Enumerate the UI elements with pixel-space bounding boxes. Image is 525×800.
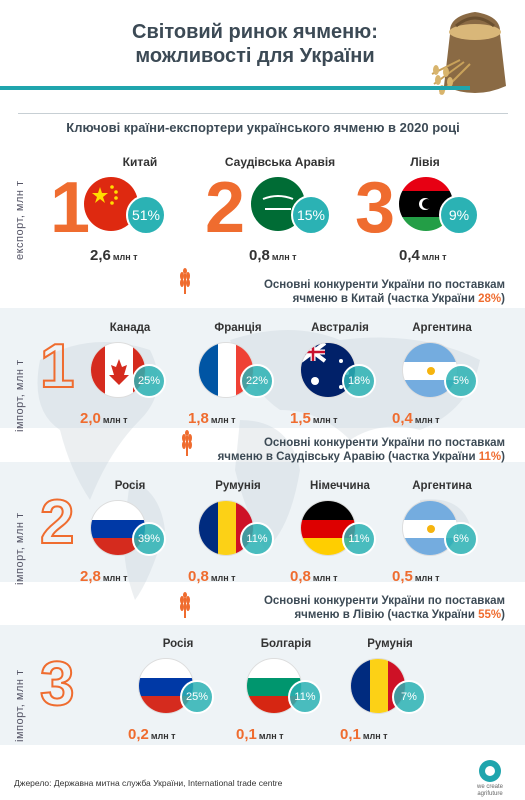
competitor-romania: Румунія 11% 0,8 млн т <box>188 480 288 590</box>
competitor-bulgaria: Болгарія 11% 0,1 млн т <box>236 638 336 748</box>
barley-sack-icon <box>431 12 506 95</box>
competitor-name: Росія <box>162 638 194 650</box>
competitor-france: Франція 22% 1,8 млн т <box>188 322 288 432</box>
title-line-1: Світовий ринок ячменю: <box>132 21 378 43</box>
competitor-name: Румунія <box>367 638 413 650</box>
market-1-rank: 1 <box>39 331 76 402</box>
import-volume: 0,1 млн т <box>236 726 284 743</box>
competitor-name: Канада <box>109 322 151 334</box>
import-axis-label-1: імпорт, млн т <box>14 359 26 432</box>
competitor-name: Румунія <box>215 480 261 492</box>
logo-text: we create agrifuture <box>476 784 503 797</box>
market-1-title: Основні конкуренти України по поставкам … <box>263 279 505 305</box>
import-volume: 0,2 млн т <box>128 726 176 743</box>
section-subtitle: Ключові країни-експортери українського я… <box>66 120 460 135</box>
share-badge: 18% <box>342 364 376 398</box>
share-badge: 11% <box>342 522 376 556</box>
russia-flag-icon <box>90 500 146 556</box>
wheat-icon <box>182 430 192 456</box>
import-volume: 0,5 млн т <box>392 568 440 585</box>
import-axis-label-2: імпорт, млн т <box>14 512 26 585</box>
market-3-rank: 3 <box>39 649 76 720</box>
competitor-russia: Росія 39% 2,8 млн т <box>80 480 180 590</box>
header: Світовий ринок ячменю: можливості для Ук… <box>0 0 525 95</box>
argentina-flag-icon <box>402 342 458 398</box>
share-badge: 7% <box>392 680 426 714</box>
export-volume: 0,8 млн т <box>249 247 297 264</box>
bulgaria-flag-icon <box>246 658 302 714</box>
share-badge: 51% <box>126 195 166 235</box>
competitor-canada: Канада 25% 2,0 млн т <box>80 322 180 432</box>
competitor-name: Аргентина <box>412 480 472 492</box>
share-badge: 11% <box>240 522 274 556</box>
russia-flag-icon <box>138 658 194 714</box>
competitor-name: Аргентина <box>412 322 472 334</box>
exporter-saudi-arabia: Саудівська Аравія 2 15% 0,8 млн т <box>205 155 355 265</box>
import-volume: 2,8 млн т <box>80 568 128 585</box>
exporter-name: Лівія <box>410 155 440 169</box>
subtitle-divider <box>18 113 508 114</box>
market-2-title: Основні конкуренти України по поставкам … <box>217 437 505 463</box>
competitor-romania: Румунія 7% 0,1 млн т <box>340 638 440 748</box>
competitor-name: Болгарія <box>260 638 312 650</box>
argentina-flag-icon <box>402 500 458 556</box>
import-volume: 0,8 млн т <box>188 568 236 585</box>
share-badge: 11% <box>288 680 322 714</box>
exporter-china: Китай 1 51% 2,6 млн т <box>50 155 200 265</box>
source-footnote: Джерело: Державна митна служба України, … <box>14 778 283 788</box>
import-volume: 1,5 млн т <box>290 410 338 427</box>
competitor-name: Австралія <box>311 322 369 334</box>
import-axis-label-3: імпорт, млн т <box>14 669 26 742</box>
header-divider <box>0 86 470 90</box>
competitor-russia: Росія 25% 0,2 млн т <box>128 638 228 748</box>
import-volume: 0,4 млн т <box>392 410 440 427</box>
import-volume: 0,8 млн т <box>290 568 338 585</box>
share-badge: 25% <box>180 680 214 714</box>
share-badge: 5% <box>444 364 478 398</box>
share-badge: 25% <box>132 364 166 398</box>
competitor-germany: Німеччина 11% 0,8 млн т <box>290 480 390 590</box>
competitor-australia: Австралія 18% 1,5 млн т <box>290 322 390 432</box>
agrifuture-logo: we create agrifuture <box>470 760 510 798</box>
import-volume: 1,8 млн т <box>188 410 236 427</box>
import-volume: 2,0 млн т <box>80 410 128 427</box>
share-badge: 22% <box>240 364 274 398</box>
competitor-argentina: Аргентина 5% 0,4 млн т <box>392 322 492 432</box>
rank-number: 2 <box>205 168 246 248</box>
competitor-name: Франція <box>214 322 262 334</box>
export-axis-label: експорт, млн т <box>14 180 26 260</box>
title-line-2: можливості для України <box>135 45 375 67</box>
export-volume: 2,6 млн т <box>90 247 138 264</box>
exporter-name: Китай <box>122 155 158 169</box>
share-badge: 9% <box>439 195 479 235</box>
import-volume: 0,1 млн т <box>340 726 388 743</box>
logo-mark-icon <box>479 760 501 782</box>
share-badge: 15% <box>291 195 331 235</box>
competitor-name: Німеччина <box>310 480 370 492</box>
rank-number: 3 <box>355 168 396 248</box>
market-2-rank: 2 <box>39 487 76 558</box>
rank-number: 1 <box>50 168 91 248</box>
competitor-name: Росія <box>114 480 146 492</box>
market-3-title: Основні конкуренти України по поставкам … <box>263 595 505 621</box>
wheat-icon <box>180 268 190 294</box>
competitor-argentina: Аргентина 6% 0,5 млн т <box>392 480 492 590</box>
share-badge: 6% <box>444 522 478 556</box>
exporter-name: Саудівська Аравія <box>224 155 336 169</box>
wheat-icon <box>180 592 190 618</box>
export-volume: 0,4 млн т <box>399 247 447 264</box>
share-badge: 39% <box>132 522 166 556</box>
exporter-libya: Лівія 3 9% 0,4 млн т <box>355 155 505 265</box>
page-title: Світовий ринок ячменю: можливості для Ук… <box>95 20 415 68</box>
